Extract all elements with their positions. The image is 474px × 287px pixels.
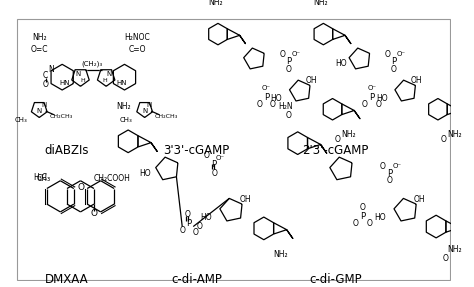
Text: H₂NOC: H₂NOC: [125, 33, 150, 42]
Text: 3'3'-cGAMP: 3'3'-cGAMP: [164, 144, 230, 157]
Text: HO: HO: [139, 169, 151, 178]
Text: O: O: [440, 135, 447, 144]
Text: HO: HO: [376, 94, 388, 103]
Text: C: C: [43, 71, 48, 80]
Text: O: O: [391, 65, 397, 74]
Text: P: P: [211, 160, 216, 169]
Text: 2'3'-cGAMP: 2'3'-cGAMP: [302, 144, 369, 157]
Text: O: O: [197, 222, 202, 231]
Text: P: P: [286, 57, 291, 66]
Text: NH₂: NH₂: [447, 245, 462, 254]
Text: DMXAA: DMXAA: [45, 273, 88, 286]
Text: O: O: [256, 100, 262, 109]
Text: O=C: O=C: [30, 45, 48, 54]
Text: P: P: [186, 219, 191, 228]
Text: O: O: [384, 50, 391, 59]
Text: O⁻: O⁻: [397, 51, 406, 57]
Text: CH₃: CH₃: [120, 117, 133, 123]
Text: O: O: [91, 209, 98, 218]
Text: O⁻: O⁻: [215, 155, 224, 161]
Text: HN: HN: [117, 80, 127, 86]
Text: P: P: [264, 93, 269, 102]
Text: CH₂CH₃: CH₂CH₃: [155, 114, 178, 119]
Text: N: N: [146, 102, 152, 108]
Text: P: P: [392, 57, 397, 66]
Text: O⁻: O⁻: [367, 85, 376, 91]
Text: CH₂CH₃: CH₂CH₃: [50, 114, 73, 119]
Text: O: O: [185, 210, 191, 219]
Text: O: O: [211, 169, 217, 178]
Text: NH₂: NH₂: [208, 0, 222, 7]
Text: P: P: [360, 212, 365, 221]
Text: CH₃: CH₃: [37, 174, 51, 183]
Text: O: O: [192, 228, 198, 237]
Text: OH: OH: [414, 195, 426, 203]
Text: C=O: C=O: [128, 45, 146, 54]
Text: NH₂: NH₂: [342, 130, 356, 139]
Text: O: O: [442, 254, 448, 263]
Text: O: O: [353, 219, 358, 228]
Text: H₃C: H₃C: [33, 172, 47, 182]
Text: diABZIs: diABZIs: [44, 144, 89, 157]
Text: O⁻: O⁻: [262, 85, 271, 91]
Text: O: O: [375, 100, 381, 109]
Text: NH₂: NH₂: [116, 102, 131, 111]
Text: CH₂COOH: CH₂COOH: [93, 174, 130, 183]
Text: O: O: [335, 135, 341, 144]
Text: HO: HO: [374, 213, 386, 222]
Text: NH₂: NH₂: [32, 33, 46, 42]
Text: H: H: [102, 78, 107, 83]
Text: O: O: [204, 151, 210, 160]
Text: O: O: [77, 183, 84, 192]
Text: N: N: [41, 102, 46, 108]
Text: O: O: [270, 100, 276, 109]
Text: O⁻: O⁻: [292, 51, 301, 57]
Text: O: O: [366, 219, 372, 228]
Text: NH₂: NH₂: [273, 250, 288, 259]
Text: O: O: [360, 203, 366, 212]
Text: O: O: [380, 162, 386, 170]
Text: O: O: [179, 226, 185, 235]
Text: c-di-AMP: c-di-AMP: [171, 273, 222, 286]
Text: O: O: [286, 111, 292, 120]
Text: O: O: [43, 80, 49, 89]
Text: NH₂: NH₂: [313, 0, 328, 7]
Text: OH: OH: [411, 76, 423, 85]
Text: O: O: [362, 100, 367, 109]
Text: CH₃: CH₃: [15, 117, 27, 123]
Text: N: N: [48, 65, 54, 74]
Text: N: N: [142, 108, 147, 114]
Text: O⁻: O⁻: [392, 163, 401, 169]
Text: HO: HO: [200, 213, 211, 222]
Text: P: P: [387, 169, 392, 178]
Text: O: O: [279, 50, 285, 59]
Text: c-di-GMP: c-di-GMP: [310, 273, 362, 286]
Text: OH: OH: [306, 76, 317, 85]
Text: OH: OH: [240, 195, 251, 203]
Text: HN: HN: [60, 80, 70, 86]
Text: O: O: [286, 65, 292, 74]
Text: H: H: [80, 78, 85, 83]
Text: O: O: [386, 176, 392, 185]
Text: NH₂: NH₂: [447, 130, 462, 139]
Text: H₂N: H₂N: [279, 102, 293, 111]
Text: HO: HO: [336, 59, 347, 68]
Text: N: N: [36, 108, 42, 114]
Text: HO: HO: [271, 94, 282, 103]
Text: P: P: [369, 93, 374, 102]
Text: N: N: [75, 71, 81, 77]
Text: N: N: [106, 71, 111, 77]
Text: (CH₂)₃: (CH₂)₃: [82, 60, 103, 67]
